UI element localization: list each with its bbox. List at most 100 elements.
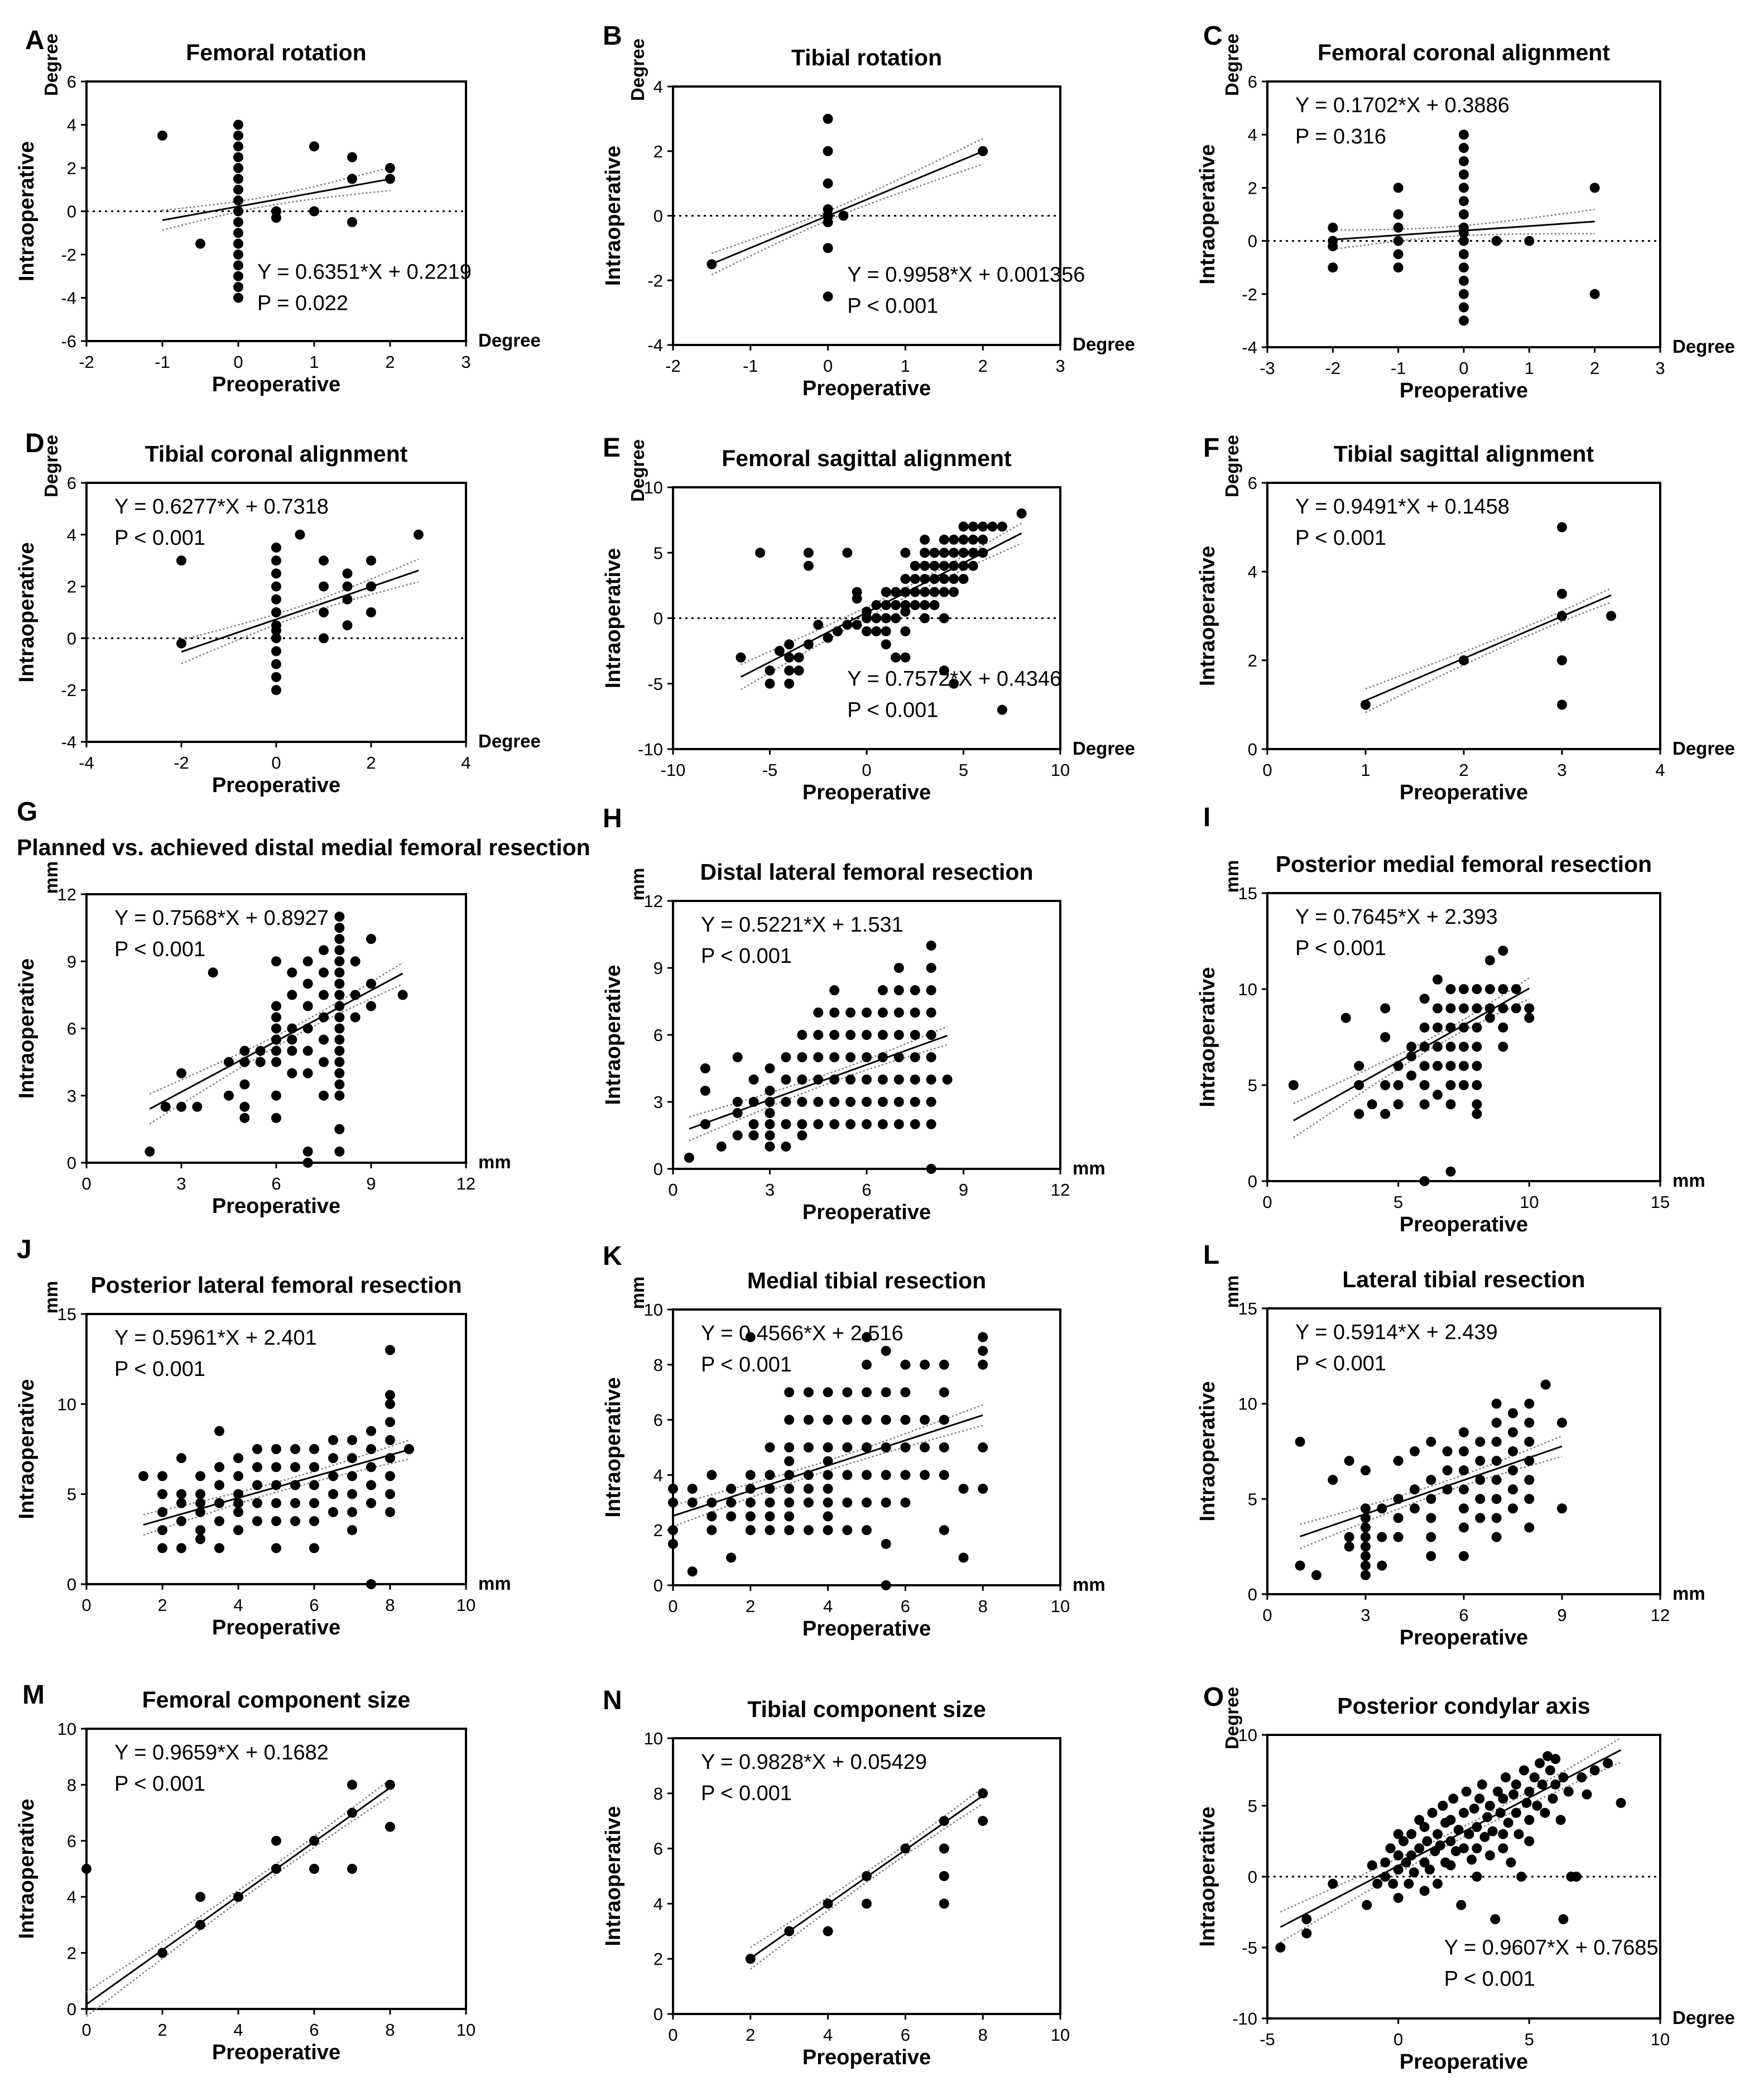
data-point [271, 1046, 281, 1056]
data-point [1511, 1003, 1521, 1014]
data-point [784, 1387, 795, 1398]
data-point [939, 574, 949, 584]
data-point [1361, 1570, 1371, 1580]
data-point [1361, 1551, 1371, 1561]
p-value: P < 0.001 [1295, 1352, 1386, 1375]
y-axis-label: Intraoperative [1196, 546, 1219, 686]
data-point [233, 217, 243, 227]
data-point [1433, 1003, 1443, 1014]
data-point [1459, 1465, 1469, 1476]
x-tick-label: 2 [978, 356, 988, 376]
data-point [765, 1497, 775, 1508]
x-tick-label: 6 [901, 2025, 910, 2045]
data-point [309, 1864, 319, 1874]
x-unit-label: Degree [478, 330, 541, 351]
panel-c: C Femoral coronal alignment -3 -2 -1 0 1 2 3 -4 -2… [1196, 21, 1735, 402]
data-point [1475, 1513, 1486, 1523]
x-tick-label: 0 [81, 1174, 91, 1193]
data-point [1472, 1003, 1482, 1014]
data-point [366, 1579, 376, 1589]
y-tick-label: 10 [1238, 1725, 1257, 1745]
data-point [1419, 1886, 1430, 1896]
data-point [1475, 1436, 1486, 1447]
data-point [920, 587, 930, 597]
chart-title: Tibial component size [747, 1696, 986, 1722]
data-point [271, 1057, 281, 1067]
data-point [1459, 984, 1469, 994]
data-point [195, 238, 205, 249]
data-point [920, 534, 930, 545]
data-point [309, 1543, 319, 1553]
data-point [350, 990, 361, 1000]
data-point [1603, 1758, 1613, 1768]
y-tick-label: 6 [1248, 72, 1257, 92]
x-tick-label: 2 [157, 1595, 167, 1615]
data-point [1491, 1398, 1502, 1409]
data-point [1361, 1503, 1371, 1514]
data-point [942, 1075, 953, 1085]
data-point [781, 1097, 791, 1107]
data-point [803, 1470, 814, 1480]
data-point [1479, 1831, 1490, 1842]
data-point [1491, 1513, 1502, 1523]
data-point [1472, 1109, 1482, 1119]
data-point [900, 1414, 911, 1425]
data-point [233, 1507, 243, 1517]
data-point [745, 1511, 756, 1522]
data-point [1328, 1475, 1338, 1485]
data-point [342, 581, 353, 592]
y-unit-label: Degree [41, 33, 61, 96]
y-tick-label: 0 [67, 202, 76, 222]
data-point [239, 1079, 250, 1090]
y-tick-label: 4 [67, 1887, 76, 1907]
data-point [687, 1497, 698, 1508]
y-tick-label: -4 [1242, 338, 1257, 357]
regression-line [711, 150, 983, 265]
x-tick-label: 0 [668, 2025, 677, 2045]
regression-equation: Y = 0.4566*X + 2.516 [701, 1322, 903, 1345]
data-point [845, 1008, 856, 1018]
data-point [1377, 1503, 1387, 1514]
data-point [1362, 1900, 1372, 1910]
data-point [414, 529, 424, 540]
data-point [893, 1119, 904, 1129]
data-point [1477, 1779, 1487, 1790]
data-point [877, 1030, 888, 1040]
x-tick-label: 10 [1520, 1192, 1539, 1212]
data-point [214, 1543, 224, 1553]
data-point [813, 1052, 824, 1062]
data-point [1459, 276, 1469, 286]
data-point [1469, 1804, 1479, 1814]
data-point [1475, 1475, 1486, 1485]
ci-lower-line [143, 1458, 410, 1536]
regression-line [1300, 1445, 1563, 1537]
y-tick-label: 5 [67, 1485, 76, 1504]
data-point [192, 1101, 203, 1112]
data-point [823, 146, 833, 156]
data-point [1459, 143, 1469, 153]
data-point [1426, 1494, 1436, 1504]
x-unit-label: Degree [478, 731, 541, 751]
data-point [1354, 1109, 1364, 1119]
data-point [302, 1001, 313, 1011]
p-value: P < 0.001 [114, 1772, 205, 1796]
data-point [845, 1052, 856, 1062]
data-point [342, 568, 353, 579]
data-point [1521, 1797, 1532, 1808]
data-point [1557, 1503, 1567, 1514]
chart-title: Distal lateral femoral resection [700, 859, 1033, 885]
data-point [1419, 1099, 1430, 1110]
data-point [842, 548, 853, 558]
x-tick-label: 10 [456, 2020, 475, 2040]
data-point [716, 1142, 727, 1152]
x-tick-label: 6 [309, 2020, 319, 2040]
x-tick-label: 0 [1459, 358, 1468, 378]
data-point [1380, 1109, 1391, 1119]
x-tick-label: 2 [385, 352, 395, 372]
ci-upper-line [1365, 587, 1612, 689]
data-point [1445, 1836, 1456, 1847]
data-point [929, 600, 940, 611]
data-point [157, 1543, 167, 1553]
p-value: P < 0.001 [847, 699, 938, 722]
x-tick-label: 6 [271, 1174, 281, 1193]
